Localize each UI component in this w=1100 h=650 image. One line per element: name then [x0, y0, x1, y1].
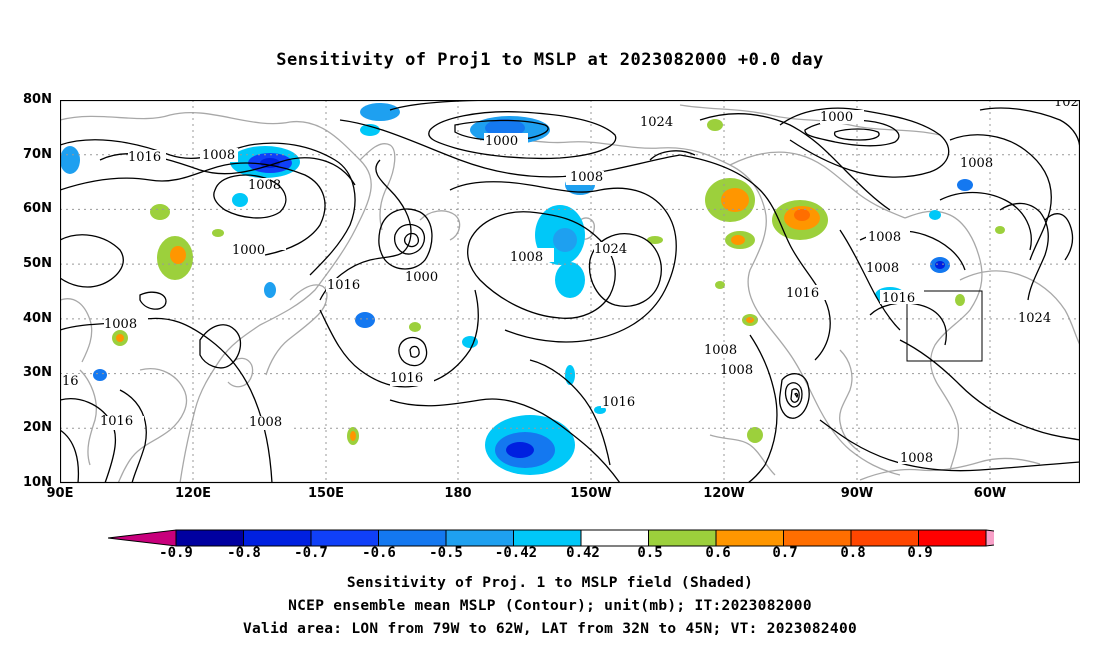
- lon-label-120w: 120W: [703, 486, 745, 501]
- lon-label-150w: 150W: [570, 486, 612, 501]
- contour-label: 1008: [202, 148, 235, 163]
- lat-label-10n: 10N: [23, 475, 52, 490]
- map-frame: [60, 100, 1080, 484]
- colorbar-label: -0.9: [159, 545, 193, 561]
- contour-label: 1024: [640, 115, 673, 130]
- colorbar-cell: [175, 529, 244, 547]
- contour-label: 1024: [1018, 311, 1051, 326]
- lon-label-150e: 150E: [307, 486, 345, 501]
- map-title: Sensitivity of Proj1 to MSLP at 20230820…: [276, 50, 824, 70]
- lon-label-90e: 90E: [46, 486, 74, 501]
- contour-label: 1008: [249, 415, 282, 430]
- contour-label: 1024: [594, 242, 627, 257]
- lon-label-60w: 60W: [973, 486, 1007, 501]
- colorbar-label: -0.42: [494, 545, 538, 561]
- lat-label-30n: 30N: [23, 365, 52, 380]
- contour-label: 1008: [900, 451, 933, 466]
- contour-label: 1000: [232, 243, 265, 258]
- contour-label: 1008: [720, 363, 753, 378]
- colorbar-cell: [310, 529, 379, 547]
- contour-label: 1016: [602, 395, 635, 410]
- contour-label: 1016: [882, 291, 915, 306]
- colorbar-label: 0.7: [772, 545, 798, 561]
- valid-area-box: [906, 290, 983, 362]
- contour-label: 1016: [390, 371, 423, 386]
- lon-label-120e: 120E: [174, 486, 212, 501]
- mslp-contours: [60, 100, 1080, 483]
- colorbar-cell: [445, 529, 514, 547]
- colorbar-end-high: [985, 529, 994, 547]
- colorbar-label: 0.42: [566, 545, 600, 561]
- contour-label: 1000: [405, 270, 438, 285]
- contour-label: 1008: [248, 178, 281, 193]
- colorbar-cell: [513, 529, 582, 547]
- contour-label-group: 1008 1016 1008 1000 1000 1008 1000 1016 …: [60, 100, 1080, 466]
- lat-label-70n: 70N: [23, 147, 52, 162]
- colorbar-label: 0.6: [705, 545, 731, 561]
- contour-label: 16: [62, 374, 79, 389]
- colorbar-cell: [243, 529, 312, 547]
- lon-label-90w: 90W: [840, 486, 874, 501]
- colorbar-cell: [378, 529, 447, 547]
- caption-line-3: Valid area: LON from 79W to 62W, LAT fro…: [242, 621, 858, 637]
- contour-label: 102: [1054, 100, 1079, 110]
- lat-label-80n: 80N: [23, 92, 52, 107]
- colorbar-label: -0.7: [294, 545, 328, 561]
- contour-label: 1008: [704, 343, 737, 358]
- contour-label: 1000: [485, 134, 518, 149]
- colorbar-label: 0.8: [840, 545, 866, 561]
- colorbar-cell: [783, 529, 852, 547]
- lat-label-50n: 50N: [23, 256, 52, 271]
- caption-line-1: Sensitivity of Proj. 1 to MSLP field (Sh…: [346, 575, 754, 591]
- contour-label: 1016: [327, 278, 360, 293]
- lat-label-60n: 60N: [23, 201, 52, 216]
- caption-line-2: NCEP ensemble mean MSLP (Contour); unit(…: [288, 598, 812, 614]
- colorbar-label: 0.9: [907, 545, 933, 561]
- lat-label-20n: 20N: [23, 420, 52, 435]
- contour-label: 1008: [866, 261, 899, 276]
- sensitivity-map: 1008 1016 1008 1000 1000 1008 1000 1016 …: [60, 100, 1080, 484]
- colorbar-label: -0.5: [429, 545, 463, 561]
- contour-label: 1008: [570, 170, 603, 185]
- contour-label: 1000: [820, 110, 853, 125]
- colorbar-label: 0.5: [637, 545, 663, 561]
- colorbar-end-low: [108, 529, 177, 547]
- contour-label: 1008: [960, 156, 993, 171]
- contour-label: 1016: [100, 414, 133, 429]
- colorbar-cell: [715, 529, 784, 547]
- colorbar-cell: [850, 529, 919, 547]
- colorbar-label: -0.8: [227, 545, 261, 561]
- contour-label: 1008: [868, 230, 901, 245]
- contour-label: 1008: [510, 250, 543, 265]
- colorbar-cell: [648, 529, 717, 547]
- contour-label: 1016: [128, 150, 161, 165]
- lon-label-180: 180: [444, 486, 472, 501]
- contour-label: 1008: [104, 317, 137, 332]
- colorbar: [108, 529, 994, 547]
- shading-positive: [112, 119, 1005, 445]
- lat-label-40n: 40N: [23, 311, 52, 326]
- colorbar-label: -0.6: [362, 545, 396, 561]
- shading-negative: [60, 103, 973, 475]
- colorbar-cell: [580, 529, 649, 547]
- contour-label: 1016: [786, 286, 819, 301]
- colorbar-cell: [918, 529, 987, 547]
